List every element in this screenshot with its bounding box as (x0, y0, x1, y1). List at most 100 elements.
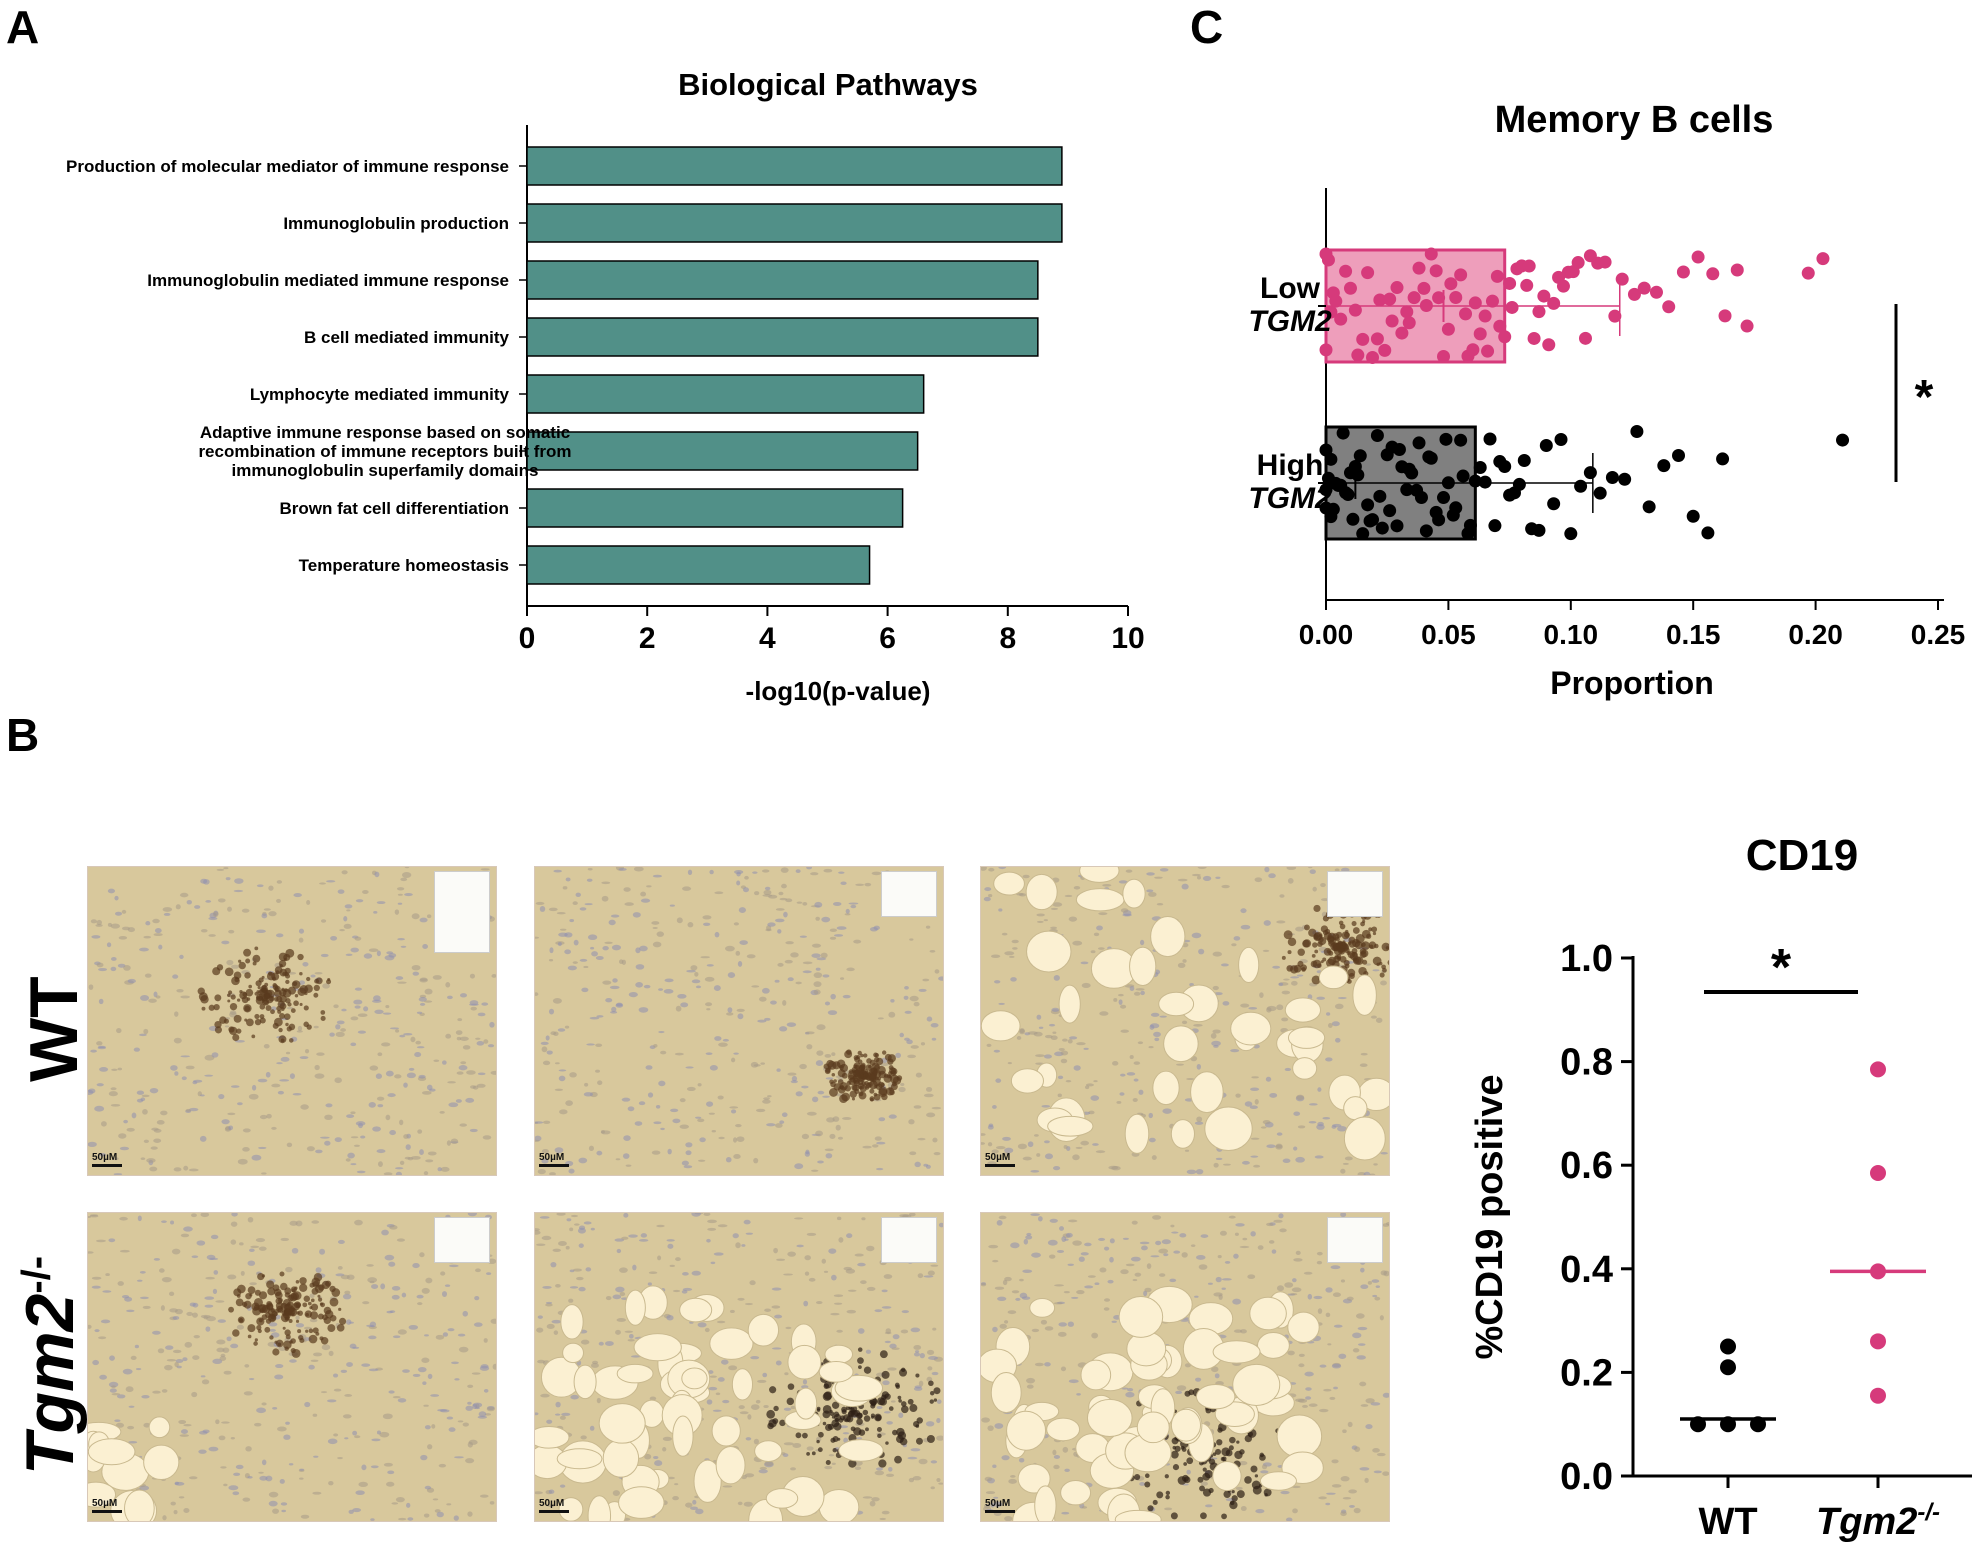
nucleus (1067, 1039, 1073, 1044)
nucleus (685, 1142, 693, 1148)
micrograph-image: 50µM (87, 1212, 497, 1522)
nucleus (94, 1329, 100, 1333)
stain-dot (244, 1018, 248, 1022)
stain-dot (1281, 955, 1286, 960)
data-point (1334, 312, 1348, 326)
nucleus (1080, 961, 1089, 965)
nucleus (492, 1363, 496, 1370)
nucleus (1191, 873, 1201, 877)
nucleus (408, 1067, 415, 1071)
nucleus (815, 1130, 823, 1137)
nucleus (291, 1247, 299, 1254)
stain-dot (308, 1328, 314, 1334)
nucleus (611, 944, 622, 951)
nucleus (360, 1135, 366, 1139)
nucleus (227, 1112, 236, 1116)
nucleus (787, 1251, 796, 1257)
bar (526, 203, 1063, 243)
nucleus (370, 1518, 375, 1521)
nucleus (981, 1142, 986, 1145)
nucleus (834, 934, 844, 937)
nucleus (350, 1136, 359, 1139)
nucleus (1113, 998, 1118, 1002)
nucleus (204, 1074, 214, 1077)
data-point (1329, 294, 1343, 308)
nucleus (779, 1120, 785, 1124)
nucleus (433, 1059, 440, 1062)
nucleus (1248, 1007, 1258, 1010)
nucleus (306, 900, 311, 905)
nucleus (1250, 1137, 1260, 1140)
nucleus (186, 899, 192, 905)
stain-dot (299, 1337, 305, 1344)
data-point (1503, 276, 1517, 290)
nucleus (354, 1005, 361, 1009)
nucleus (184, 1341, 193, 1348)
nucleus (1279, 1228, 1287, 1233)
nucleus (349, 1343, 357, 1349)
stain-dot (214, 1020, 222, 1029)
nucleus (667, 1243, 674, 1249)
nucleus (1356, 1355, 1366, 1360)
stain-dot (1359, 948, 1367, 955)
nucleus (416, 1046, 425, 1049)
nucleus (614, 1238, 625, 1242)
nucleus (569, 1227, 574, 1232)
data-point (1478, 475, 1492, 489)
stain-dot (279, 1013, 285, 1019)
nucleus (764, 1017, 771, 1021)
nucleus (110, 1103, 121, 1107)
nucleus (98, 967, 108, 972)
nucleus (95, 924, 103, 927)
nucleus (619, 1267, 628, 1273)
nucleus (362, 890, 369, 895)
nucleus (1171, 1231, 1179, 1234)
nucleus (183, 1508, 190, 1513)
nucleus (143, 935, 152, 939)
data-point (1419, 299, 1433, 313)
nucleus (160, 1305, 165, 1311)
data-point (1618, 472, 1632, 486)
nucleus (899, 1214, 909, 1218)
nucleus (677, 993, 687, 999)
nucleus (404, 892, 413, 897)
nucleus (706, 1399, 713, 1405)
nucleus (568, 1298, 574, 1303)
stain-dot (773, 1405, 779, 1412)
stain-dot (933, 1398, 938, 1402)
nucleus (316, 1052, 325, 1056)
stain-dot (868, 1080, 878, 1090)
nucleus (1316, 1124, 1325, 1130)
stain-dot (1212, 1452, 1217, 1457)
nucleus (200, 928, 208, 933)
data-point (1356, 527, 1370, 541)
stain-dot (285, 1022, 289, 1027)
nucleus (423, 1404, 429, 1407)
nucleus (578, 1243, 584, 1248)
nucleus (737, 960, 743, 967)
nucleus (1057, 1093, 1062, 1098)
nucleus (1338, 1353, 1347, 1359)
nucleus (336, 1020, 345, 1025)
nucleus (404, 867, 410, 869)
stain-dot (1170, 1512, 1178, 1520)
nucleus (1210, 1033, 1217, 1039)
stain-dot (1341, 931, 1350, 940)
nucleus (427, 1373, 433, 1380)
data-point (1339, 264, 1353, 278)
nucleus (1375, 1285, 1381, 1288)
nucleus (149, 1088, 159, 1094)
nucleus (764, 1460, 774, 1467)
nucleus (992, 1259, 999, 1263)
stain-dot (1183, 1462, 1188, 1466)
stain-dot (1361, 942, 1366, 947)
nucleus (707, 1219, 717, 1224)
nucleus (1179, 1233, 1187, 1238)
nucleus (1081, 982, 1091, 989)
nucleus (230, 1221, 238, 1227)
stain-dot (306, 1024, 312, 1030)
nucleus (1319, 1408, 1329, 1413)
nucleus (890, 1400, 896, 1403)
stain-dot (310, 1303, 319, 1311)
nucleus (483, 1039, 489, 1044)
